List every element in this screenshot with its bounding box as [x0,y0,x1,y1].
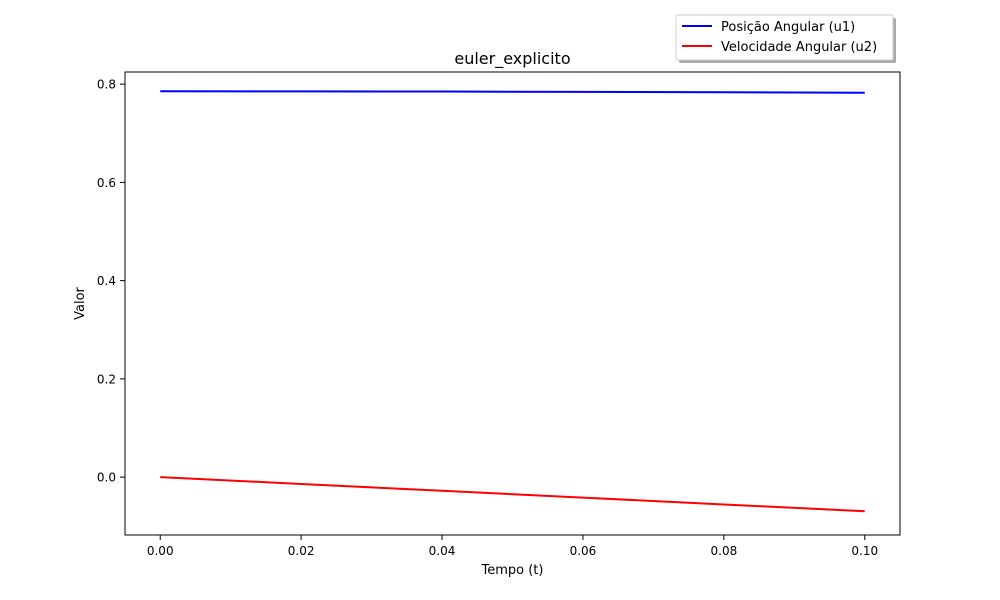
x-axis-label: Tempo (t) [481,563,544,578]
x-tick-label: 0.04 [429,544,456,558]
y-axis-label: Valor [73,286,88,319]
x-tick-label: 0.08 [711,544,738,558]
y-tick-label: 0.8 [97,78,116,92]
y-tick-label: 0.0 [97,471,116,485]
legend: Posição Angular (u1) Velocidade Angular … [675,14,896,63]
x-axis-ticks: 0.00 0.02 0.04 0.06 0.08 0.10 [147,535,878,558]
x-tick-label: 0.00 [147,544,174,558]
chart-title: euler_explicito [454,49,570,69]
series-layer [160,90,865,513]
legend-label-u1: Posição Angular (u1) [721,20,855,35]
legend-box [675,14,894,61]
y-tick-label: 0.2 [97,372,116,386]
x-tick-label: 0.02 [288,544,315,558]
plot-area-frame [124,71,901,536]
y-tick-label: 0.6 [97,176,116,190]
y-axis-ticks: 0.0 0.2 0.4 0.6 0.8 [97,78,125,485]
series-line-1 [160,90,865,94]
x-tick-label: 0.10 [851,544,878,558]
y-tick-label: 0.4 [97,274,116,288]
series-line-2 [160,476,865,513]
legend-label-u2: Velocidade Angular (u2) [721,40,877,55]
x-tick-label: 0.06 [570,544,597,558]
